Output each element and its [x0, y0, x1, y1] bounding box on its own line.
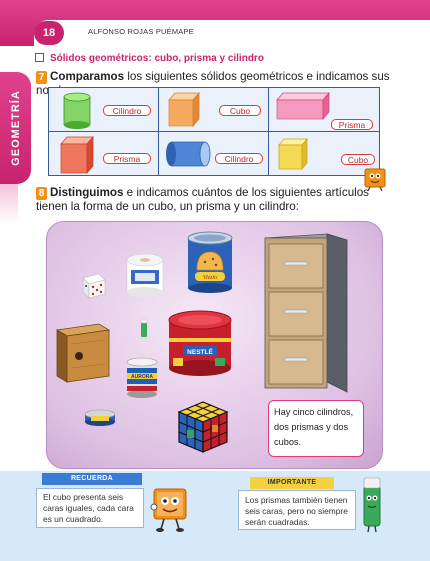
solids-grid: Cilindro Cubo Prisma Prisma: [48, 87, 380, 176]
box-brand: NESTLÉ: [187, 347, 213, 356]
side-tab: [0, 72, 31, 184]
cylinder-icon: [63, 92, 91, 129]
question-8-number: 8: [36, 187, 47, 200]
side-shade: [0, 184, 18, 224]
section-title: Sólidos geométricos: cubo, prisma y cili…: [35, 53, 264, 64]
cube-icon: [168, 91, 200, 128]
rubiks-cube-icon: [177, 401, 229, 453]
filing-cabinet-icon: [264, 233, 348, 393]
flat-can-icon: [84, 409, 116, 426]
wooden-box-icon: [55, 323, 111, 383]
question-8: 8 Distinguimos e indicamos cuántos de los…: [36, 186, 391, 213]
panettone-tin-icon: Vizzio: [187, 231, 233, 293]
cylinder-icon: [166, 141, 211, 167]
grid-label-2: Cubo: [219, 105, 261, 116]
question-8-lead: Distinguimos: [50, 186, 124, 199]
can-brand: AURORA: [131, 374, 153, 380]
tin-brand: Vizzio: [203, 275, 217, 281]
question-8-text: e indicamos cuántos de los siguientes ar…: [36, 186, 369, 213]
checkbox-icon: [35, 53, 44, 62]
glue-mascot-icon: [363, 477, 381, 533]
grid-label-1: Cilindro: [103, 105, 151, 116]
grid-cell-2: Cubo: [159, 88, 269, 132]
page-number: 18: [34, 21, 64, 45]
grid-cell-3: Prisma: [269, 88, 380, 132]
dice-icon: [82, 273, 106, 299]
grid-cell-4: Prisma: [49, 132, 159, 176]
tuna-can-icon: AURORA: [126, 357, 158, 398]
grid-cell-1: Cilindro: [49, 88, 159, 132]
recuerda-note: El cubo presenta seis caras iguales, cad…: [36, 488, 144, 528]
author-name: ALFONSO ROJAS PUÉMAPE: [88, 27, 194, 36]
prism-icon: [60, 135, 94, 175]
book-mascot-icon: [150, 488, 187, 532]
importante-note: Los prismas también tienen seis caras, p…: [238, 490, 356, 530]
grid-label-6: Cubo: [341, 154, 375, 165]
section-title-text: Sólidos geométricos: cubo, prisma y cili…: [50, 53, 264, 64]
header-strip: [34, 20, 430, 46]
toilet-paper-icon: [126, 253, 164, 297]
grid-label-3: Prisma: [331, 119, 373, 130]
grid-cell-5: Cilindro: [159, 132, 269, 176]
objects-photo-area: Vizzio NESTLÉ AURORA: [46, 221, 383, 469]
glue-stick-icon: [140, 318, 148, 337]
red-tin-icon: NESTLÉ: [168, 310, 232, 376]
grid-label-5: Cilindro: [215, 153, 263, 164]
question-7-number: 7: [36, 71, 47, 84]
recuerda-tag: RECUERDA: [42, 473, 142, 485]
importante-tag: IMPORTANTE: [250, 477, 334, 489]
question-7-lead: Comparamos: [50, 70, 125, 83]
prism-icon: [276, 91, 330, 121]
grid-cell-6: Cubo: [269, 132, 380, 176]
side-tab-label: GEOMETRÍA: [10, 90, 22, 166]
grid-label-4: Prisma: [103, 153, 151, 164]
cube-icon: [278, 137, 308, 171]
answer-box: Hay cinco cilindros, dos prismas y dos c…: [268, 400, 364, 457]
book-mascot-icon: [364, 168, 386, 192]
